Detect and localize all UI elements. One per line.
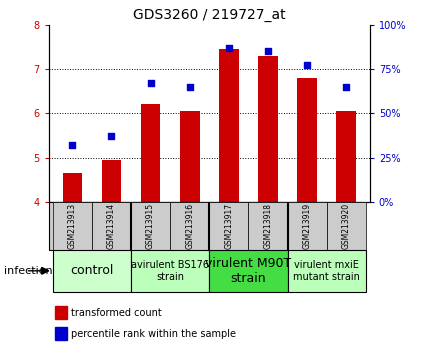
Bar xyxy=(55,327,67,340)
Text: GSM213916: GSM213916 xyxy=(185,202,194,249)
Point xyxy=(186,84,193,90)
Point xyxy=(69,142,76,148)
Bar xyxy=(53,250,131,292)
Title: GDS3260 / 219727_at: GDS3260 / 219727_at xyxy=(133,8,286,22)
Point xyxy=(226,45,232,51)
Text: avirulent BS176
strain: avirulent BS176 strain xyxy=(131,260,209,282)
Bar xyxy=(170,202,209,250)
Point xyxy=(304,63,311,68)
Text: GSM213918: GSM213918 xyxy=(264,203,272,249)
Text: percentile rank within the sample: percentile rank within the sample xyxy=(71,329,236,338)
Bar xyxy=(62,173,82,202)
Bar xyxy=(131,250,209,292)
Bar xyxy=(92,202,131,250)
Bar xyxy=(141,104,160,202)
Text: virulent mxiE
mutant strain: virulent mxiE mutant strain xyxy=(293,260,360,282)
Bar xyxy=(209,202,249,250)
Text: GSM213920: GSM213920 xyxy=(342,202,351,249)
Text: transformed count: transformed count xyxy=(71,308,162,318)
Point xyxy=(147,80,154,86)
Point xyxy=(265,48,272,54)
Point xyxy=(108,133,115,139)
Text: GSM213914: GSM213914 xyxy=(107,202,116,249)
Bar xyxy=(258,56,278,202)
Text: GSM213917: GSM213917 xyxy=(224,202,233,249)
Point xyxy=(343,84,350,90)
Bar xyxy=(180,111,199,202)
Bar xyxy=(131,202,170,250)
Text: control: control xyxy=(70,264,113,277)
Text: GSM213919: GSM213919 xyxy=(303,202,312,249)
Text: virulent M90T
strain: virulent M90T strain xyxy=(205,257,292,285)
Bar xyxy=(327,202,366,250)
Bar xyxy=(102,160,121,202)
Bar xyxy=(55,307,67,319)
Bar xyxy=(53,202,92,250)
Bar xyxy=(249,202,288,250)
Bar xyxy=(337,111,356,202)
Text: GSM213915: GSM213915 xyxy=(146,202,155,249)
Bar xyxy=(219,49,239,202)
Text: GSM213913: GSM213913 xyxy=(68,202,77,249)
Text: infection: infection xyxy=(4,266,53,276)
Bar xyxy=(298,78,317,202)
Bar xyxy=(288,202,327,250)
Bar xyxy=(209,250,288,292)
Bar xyxy=(288,250,366,292)
